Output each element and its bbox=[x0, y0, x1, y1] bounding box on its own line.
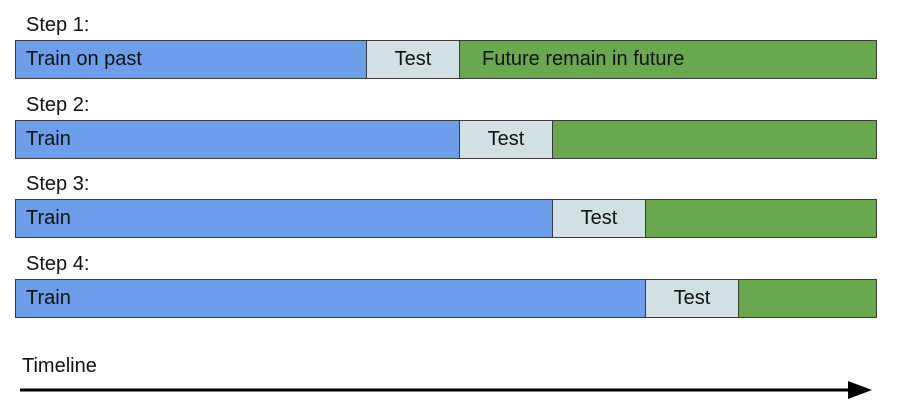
step-1-future-segment: Future remain in future bbox=[459, 41, 876, 78]
step-2-train-segment: Train bbox=[16, 121, 459, 158]
step-4-bar: Train Test bbox=[15, 279, 877, 318]
step-4-label: Step 4: bbox=[26, 253, 90, 275]
timeline-arrow-icon bbox=[20, 381, 872, 399]
step-2-future-segment bbox=[552, 121, 876, 158]
step-1-train-segment: Train on past bbox=[16, 41, 366, 78]
step-1-bar: Train on past Test Future remain in futu… bbox=[15, 40, 877, 79]
step-3-label: Step 3: bbox=[26, 173, 90, 195]
step-1-label: Step 1: bbox=[26, 14, 90, 36]
step-3-train-segment: Train bbox=[16, 200, 552, 237]
step-4-future-segment bbox=[738, 280, 876, 317]
step-1-test-segment: Test bbox=[366, 41, 459, 78]
step-3-bar: Train Test bbox=[15, 199, 877, 238]
step-2-bar: Train Test bbox=[15, 120, 877, 159]
timeline-label: Timeline bbox=[22, 355, 97, 377]
step-4-test-segment: Test bbox=[645, 280, 738, 317]
step-2-test-segment: Test bbox=[459, 121, 552, 158]
step-3-future-segment bbox=[645, 200, 876, 237]
timeline-arrow-head bbox=[848, 381, 872, 399]
step-4-train-segment: Train bbox=[16, 280, 645, 317]
step-3-test-segment: Test bbox=[552, 200, 645, 237]
step-2-label: Step 2: bbox=[26, 94, 90, 116]
